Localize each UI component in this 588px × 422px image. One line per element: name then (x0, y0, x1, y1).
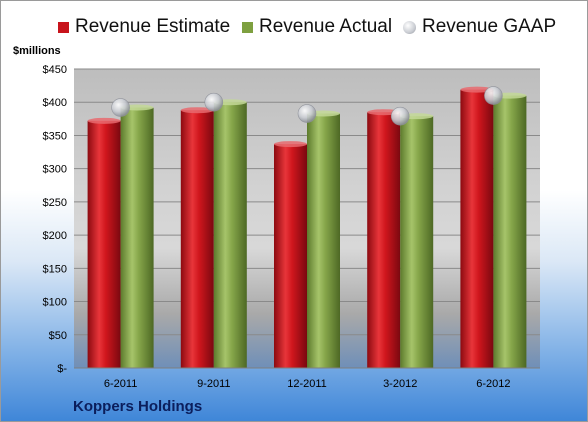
legend-swatch-estimate (58, 21, 69, 33)
bar-revenue-estimate (274, 144, 307, 368)
legend-label-gaap: Revenue GAAP (422, 16, 557, 37)
legend-swatch-actual (242, 21, 253, 33)
legend-label-actual: Revenue Actual (259, 16, 393, 37)
bar-revenue-estimate-cap (460, 86, 494, 93)
bar-revenue-estimate-cap (180, 107, 214, 114)
bar-revenue-actual (400, 116, 434, 368)
legend-item-estimate: Revenue Estimate (58, 15, 230, 39)
y-axis-label: $millions (13, 45, 61, 57)
gaap-markers (111, 86, 503, 126)
legend-item-actual: Revenue Actual (242, 15, 392, 39)
x-tick-label: 3-2012 (383, 378, 417, 390)
bar-revenue-estimate (460, 89, 494, 368)
x-tick-label: 9-2011 (197, 378, 230, 390)
marker-revenue-gaap (297, 104, 317, 123)
x-tick-label: 6-2012 (476, 378, 510, 390)
bars (87, 86, 527, 369)
legend-label-estimate: Revenue Estimate (75, 16, 231, 37)
bar-revenue-estimate (87, 120, 121, 369)
marker-revenue-gaap (204, 92, 224, 112)
y-tick-label: $250 (43, 197, 67, 209)
y-tick-label: $- (57, 363, 67, 375)
y-tick-label: $400 (43, 97, 67, 109)
legend-swatch-gaap (403, 20, 416, 34)
y-tick-label: $150 (43, 263, 67, 275)
bar-revenue-actual (213, 102, 247, 368)
bar-revenue-actual (493, 95, 527, 369)
marker-revenue-gaap (111, 98, 130, 117)
bar-revenue-actual (120, 107, 154, 368)
company-name: Koppers Holdings (73, 398, 203, 415)
legend-item-gaap: Revenue GAAP (403, 15, 556, 39)
bar-revenue-estimate-cap (274, 141, 307, 148)
bar-revenue-estimate-cap (87, 117, 121, 124)
bar-revenue-actual (307, 113, 340, 368)
x-tick-label: 12-2011 (287, 378, 327, 390)
y-tick-label: $200 (43, 230, 67, 242)
bar-revenue-estimate (180, 110, 214, 368)
y-tick-label: $450 (43, 64, 67, 76)
bar-revenue-estimate (367, 112, 401, 368)
y-axis-ticks: $- $50 $100 $150 $200 $250 $300 $350 $400 $450 (43, 64, 68, 375)
y-tick-label: $100 (43, 297, 67, 309)
marker-revenue-gaap (390, 106, 410, 126)
y-tick-label: $50 (49, 330, 67, 342)
x-tick-label: 6-2011 (104, 378, 137, 390)
y-tick-label: $300 (43, 164, 67, 176)
x-axis-ticks: 6-2011 9-2011 12-2011 3-2012 6-2012 (104, 378, 511, 390)
marker-revenue-gaap (484, 86, 503, 105)
y-tick-label: $350 (43, 130, 67, 142)
